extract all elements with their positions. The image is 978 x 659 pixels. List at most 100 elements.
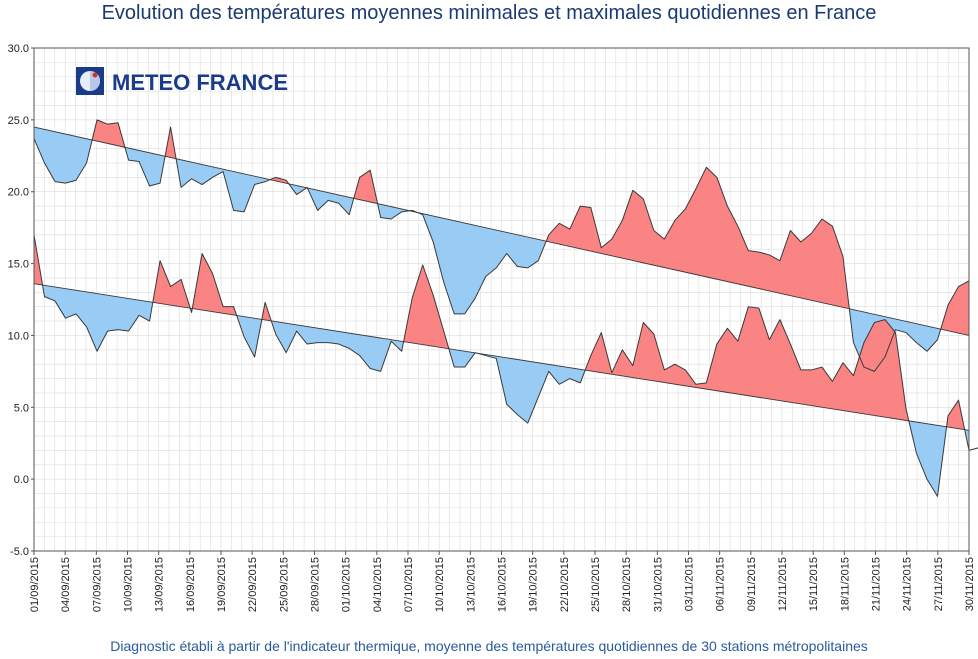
x-tick-label: 10/09/2015 (123, 557, 135, 612)
above-normal-fill (601, 238, 613, 257)
x-tick-label: 07/10/2015 (403, 557, 415, 612)
above-normal-fill (737, 226, 749, 287)
y-tick-label: 25.0 (8, 115, 29, 127)
chart-footer: Diagnostic établi à partir de l'indicate… (110, 638, 868, 654)
x-tick-label: 13/09/2015 (154, 557, 166, 612)
y-tick-label: 15.0 (8, 259, 29, 271)
below-normal-fill (905, 321, 917, 344)
y-tick-label: 5.0 (14, 402, 29, 414)
above-normal-fill (569, 205, 581, 250)
above-normal-fill (685, 188, 697, 275)
x-tick-label: 28/10/2015 (621, 557, 633, 612)
above-normal-fill (107, 122, 119, 147)
above-normal-fill (727, 205, 739, 285)
x-tick-label: 19/09/2015 (216, 557, 228, 612)
above-normal-fill (559, 222, 571, 247)
above-normal-fill (769, 319, 781, 401)
above-normal-fill (643, 198, 655, 266)
x-tick-label: 09/11/2015 (746, 557, 758, 611)
below-normal-fill (517, 359, 529, 424)
x-tick-label: 18/11/2015 (839, 557, 851, 611)
meteo-france-logo-icon (76, 67, 104, 95)
above-normal-fill (716, 327, 728, 393)
below-normal-fill (86, 291, 98, 352)
anomaly-fills (34, 119, 969, 498)
x-tick-label: 16/10/2015 (497, 557, 509, 612)
below-normal-fill (306, 326, 318, 345)
above-normal-fill (737, 306, 749, 396)
x-tick-label: 25/09/2015 (278, 557, 290, 612)
above-normal-fill (790, 343, 802, 405)
below-normal-fill (327, 329, 339, 345)
above-normal-fill (779, 230, 791, 296)
below-normal-fill (65, 133, 77, 184)
below-normal-fill (453, 349, 465, 368)
temperature-lines (33, 119, 978, 497)
x-tick-label: 04/10/2015 (372, 557, 384, 612)
above-normal-fill (411, 264, 423, 345)
below-normal-fill (517, 234, 529, 269)
x-tick-label: 13/10/2015 (465, 557, 477, 612)
below-normal-fill (359, 334, 371, 370)
x-tick-label: 25/10/2015 (590, 557, 602, 612)
logo: METEO FRANCE (76, 67, 288, 95)
x-tick-label: 04/09/2015 (60, 557, 72, 612)
below-normal-fill (916, 421, 928, 480)
x-tick-label: 27/11/2015 (933, 557, 945, 611)
below-normal-fill (527, 236, 539, 269)
below-normal-fill (34, 126, 45, 164)
x-tick-label: 07/09/2015 (91, 557, 103, 612)
below-normal-fill (96, 293, 108, 352)
above-normal-fill (958, 280, 969, 336)
x-tick-label: 28/09/2015 (310, 557, 322, 612)
y-axis-ticks: -5.0 0.0 5.0 10.0 15.0 20.0 25.0 30.0 (8, 43, 34, 558)
temperature-line (33, 234, 978, 497)
temperature-line (33, 119, 970, 372)
above-normal-fill (632, 189, 644, 264)
below-normal-fill (968, 429, 969, 451)
below-normal-fill (317, 327, 329, 343)
x-tick-label: 03/11/2015 (684, 557, 696, 611)
above-normal-fill (359, 169, 371, 203)
below-normal-fill (243, 316, 255, 358)
above-normal-fill (842, 362, 854, 413)
x-tick-label: 21/11/2015 (871, 557, 883, 611)
below-normal-fill (285, 322, 297, 353)
above-normal-fill (800, 369, 812, 406)
below-normal-fill (453, 220, 465, 315)
above-normal-fill (580, 205, 592, 252)
y-tick-label: 0.0 (14, 474, 29, 486)
below-normal-fill (548, 364, 560, 385)
above-normal-fill (800, 232, 812, 301)
below-normal-fill (75, 136, 87, 182)
above-normal-fill (727, 327, 739, 395)
above-normal-fill (821, 218, 833, 306)
logo-text: METEO FRANCE (112, 70, 288, 95)
below-normal-fill (128, 298, 140, 332)
chart-title: Evolution des températures moyennes mini… (101, 2, 877, 24)
below-normal-fill (317, 189, 329, 211)
above-normal-fill (643, 321, 655, 382)
below-normal-fill (233, 171, 245, 213)
below-normal-fill (65, 288, 77, 319)
y-tick-label: -5.0 (10, 546, 29, 558)
x-tick-label: 01/09/2015 (29, 557, 41, 612)
above-normal-fill (422, 264, 434, 347)
x-tick-label: 10/10/2015 (434, 557, 446, 612)
above-normal-fill (769, 254, 781, 294)
above-normal-fill (432, 295, 444, 349)
x-tick-label: 06/11/2015 (715, 557, 727, 611)
above-normal-fill (622, 190, 634, 261)
below-normal-fill (369, 336, 381, 372)
below-normal-fill (926, 423, 938, 498)
below-normal-fill (138, 150, 150, 187)
above-normal-fill (611, 219, 623, 259)
above-normal-fill (653, 333, 665, 383)
x-tick-label: 24/11/2015 (902, 557, 914, 611)
below-normal-fill (296, 324, 308, 345)
x-tick-label: 19/10/2015 (528, 557, 540, 612)
x-tick-label: 16/09/2015 (185, 557, 197, 612)
above-normal-fill (201, 253, 213, 312)
x-tick-label: 30/11/2015 (964, 557, 976, 611)
below-normal-fill (117, 296, 129, 332)
